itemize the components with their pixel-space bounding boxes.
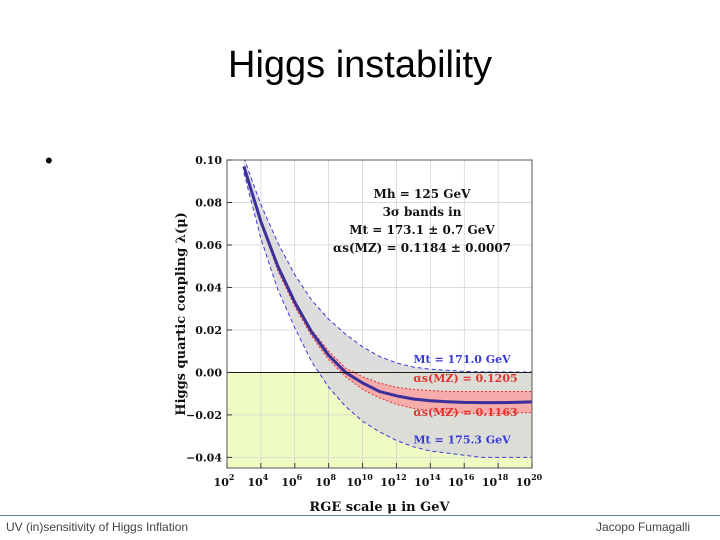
x-tick-label: 104 [247,472,268,489]
x-axis-label: RGE scale μ in GeV [309,500,450,515]
footer-divider [0,515,720,516]
legend-line: Mh = 125 GeV [374,187,472,201]
x-tick-label: 106 [281,472,302,489]
y-tick-label: 0.02 [195,324,222,337]
y-tick-label: −0.04 [186,451,222,464]
x-tick-label: 1014 [414,472,441,489]
y-tick-label: −0.02 [186,409,222,422]
plot-frame [226,159,533,469]
y-tick-label: 0.04 [195,281,222,294]
alpha-lower-line [243,166,532,415]
x-tick-label: 102 [214,472,235,489]
legend-line: 3σ bands in [383,205,462,219]
band-annotation: αs(MZ) = 0.1163 [413,406,517,419]
x-tick-label: 1018 [482,472,509,489]
band-annotation: Mt = 171.0 GeV [413,353,511,366]
slide-title: Higgs instability [228,44,492,86]
plot-series-group [242,160,532,458]
x-tick-label: 1012 [380,472,406,489]
band-annotation: αs(MZ) = 0.1205 [413,372,517,385]
y-tick-label: 0.06 [195,239,222,252]
y-tick-label: 0.08 [195,196,222,209]
band-annotation: Mt = 175.3 GeV [413,434,511,447]
legend-line: αs(MZ) = 0.1184 ± 0.0007 [333,241,511,255]
x-tick-label: 1016 [448,472,475,489]
footer-right-text: Jacopo Fumagalli [595,520,690,534]
central-line [242,165,532,405]
footer-left-text: UV (in)sensitivity of Higgs Inflation [6,520,189,534]
x-tick-label: 108 [315,472,336,489]
legend-line: Mt = 173.1 ± 0.7 GeV [349,223,495,237]
mt-lower-line [243,172,532,458]
mt-uncertainty-band [243,160,532,458]
y-axis-label: Higgs quartic coupling λ(μ) [174,212,189,415]
y-tick-label: 0.10 [195,154,222,167]
y-tick-label: 0.00 [195,366,222,379]
x-tick-label: 1020 [516,472,543,489]
bullet-marker: • [45,148,53,173]
higgs-coupling-chart: 0.10 0.08 0.06 0.04 0.02 0.00 −0.02 −0.04 102 104… [174,154,543,515]
x-tick-label: 1010 [346,472,373,489]
mt-upper-line [244,160,532,373]
